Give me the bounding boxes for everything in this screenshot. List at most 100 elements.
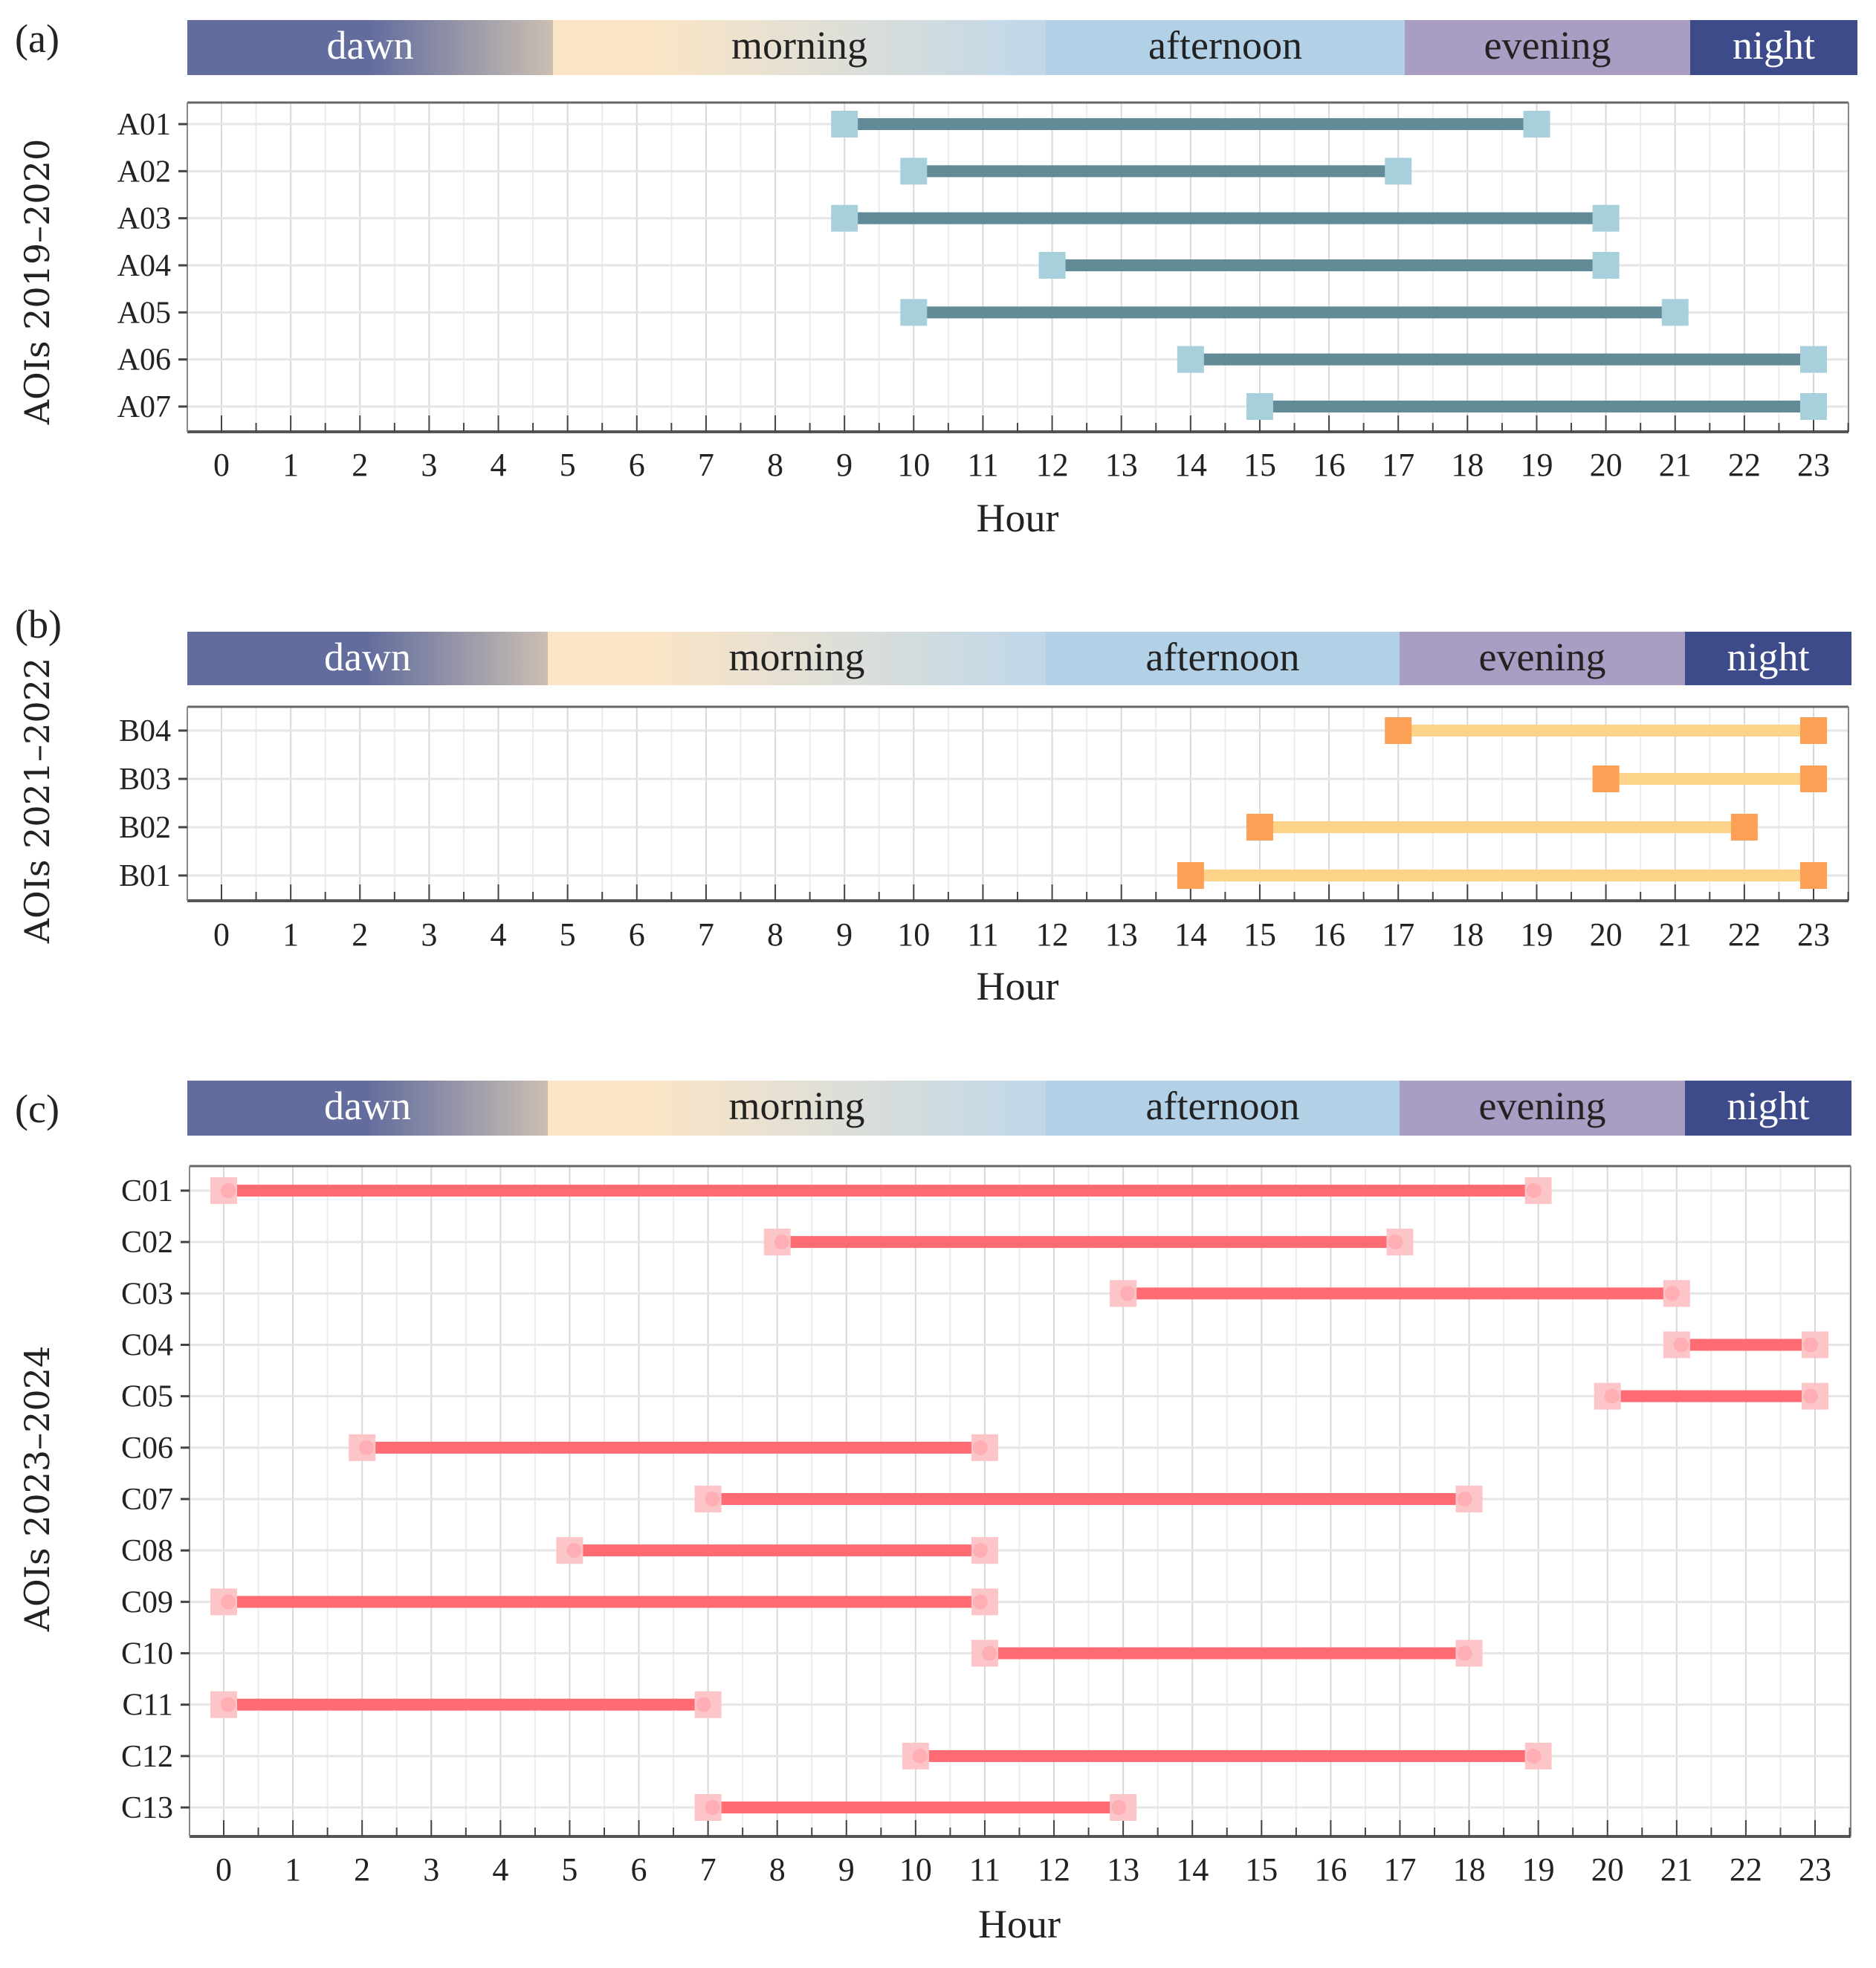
range-start-marker bbox=[900, 158, 928, 185]
row-A06: A06 bbox=[117, 343, 1827, 378]
x-tick-label: 18 bbox=[1453, 1851, 1486, 1888]
period-night bbox=[1690, 20, 1857, 75]
x-axis-title: Hour bbox=[978, 1902, 1061, 1946]
y-tick-label: A07 bbox=[117, 390, 171, 424]
range-start-marker bbox=[1246, 814, 1273, 841]
period-label-evening: evening bbox=[1484, 23, 1611, 68]
y-tick-label: C09 bbox=[121, 1585, 173, 1619]
y-tick-label: A03 bbox=[117, 202, 171, 236]
y-axis-title: AOIs 2023–2024 bbox=[17, 1346, 57, 1632]
y-tick-label: C03 bbox=[121, 1277, 173, 1311]
period-night bbox=[1685, 632, 1851, 685]
period-band: dawn morning afternoon evening night bbox=[187, 632, 1851, 685]
x-tick-label: 22 bbox=[1730, 1851, 1762, 1888]
x-tick-label: 17 bbox=[1382, 447, 1414, 483]
range-marker-dot bbox=[1526, 1183, 1542, 1198]
x-tick-label: 17 bbox=[1382, 916, 1414, 953]
range-end-marker bbox=[1800, 346, 1827, 373]
x-tick-label: 3 bbox=[423, 1851, 439, 1888]
x-tick-label: 13 bbox=[1105, 447, 1138, 483]
range-marker-dot bbox=[972, 1594, 988, 1610]
x-tick-label: 7 bbox=[700, 1851, 717, 1888]
row-B02: B02 bbox=[119, 811, 1758, 845]
row-A05: A05 bbox=[117, 296, 1689, 330]
row-C05: C05 bbox=[121, 1380, 1828, 1414]
x-tick-label: 0 bbox=[216, 1851, 232, 1888]
y-tick-label: C10 bbox=[121, 1637, 173, 1671]
range-start-marker bbox=[831, 204, 858, 232]
x-tick-label: 22 bbox=[1728, 916, 1761, 953]
range-marker-dot bbox=[221, 1594, 236, 1610]
x-tick-label: 1 bbox=[282, 447, 299, 483]
x-tick-label: 23 bbox=[1797, 447, 1830, 483]
x-tick-label: 5 bbox=[560, 916, 576, 953]
range-end-marker bbox=[1730, 814, 1758, 841]
x-tick-label: 16 bbox=[1313, 447, 1345, 483]
x-tick-label: 2 bbox=[354, 1851, 370, 1888]
y-tick-label: A02 bbox=[117, 155, 171, 189]
x-axis-title: Hour bbox=[977, 964, 1059, 1009]
x-tick-label: 4 bbox=[491, 447, 507, 483]
x-tick-label: 23 bbox=[1797, 916, 1830, 953]
x-tick-label: 23 bbox=[1799, 1851, 1831, 1888]
y-tick-label: B04 bbox=[119, 714, 171, 748]
grid bbox=[187, 103, 1849, 432]
range-end-marker bbox=[1800, 765, 1827, 792]
period-label-night: night bbox=[1733, 23, 1815, 68]
row-C08: C08 bbox=[121, 1534, 998, 1568]
period-dawn bbox=[187, 632, 548, 685]
x-tick-label: 20 bbox=[1591, 1851, 1624, 1888]
row-C13: C13 bbox=[121, 1791, 1137, 1825]
period-label-evening: evening bbox=[1479, 1084, 1606, 1128]
period-label-afternoon: afternoon bbox=[1146, 1084, 1300, 1128]
y-tick-label: C07 bbox=[121, 1483, 173, 1517]
x-axis-title: Hour bbox=[977, 496, 1059, 540]
period-band: dawn morning afternoon evening night bbox=[187, 20, 1857, 75]
range-marker-dot bbox=[1604, 1388, 1620, 1404]
row-A02: A02 bbox=[117, 155, 1412, 189]
row-C11: C11 bbox=[123, 1689, 722, 1723]
y-tick-label: B01 bbox=[119, 859, 171, 893]
range-start-marker bbox=[1177, 862, 1204, 889]
range-marker-dot bbox=[705, 1800, 720, 1815]
range-marker-dot bbox=[1803, 1388, 1818, 1404]
x-tick-label: 3 bbox=[421, 916, 437, 953]
y-tick-label: C02 bbox=[121, 1226, 173, 1260]
period-label-dawn: dawn bbox=[327, 23, 414, 68]
y-tick-label: A01 bbox=[117, 108, 171, 142]
period-label-evening: evening bbox=[1479, 635, 1606, 679]
x-tick-label: 12 bbox=[1036, 916, 1069, 953]
period-label-morning: morning bbox=[731, 23, 867, 68]
y-tick-label: C05 bbox=[121, 1380, 173, 1414]
range-end-marker bbox=[1592, 204, 1620, 232]
x-tick-label: 1 bbox=[285, 1851, 301, 1888]
x-tick-label: 21 bbox=[1659, 916, 1692, 953]
x-tick-label: 14 bbox=[1174, 916, 1207, 953]
y-axis-title: AOIs 2019–2020 bbox=[17, 139, 57, 425]
x-tick-label: 5 bbox=[561, 1851, 578, 1888]
range-marker-dot bbox=[1664, 1286, 1680, 1301]
x-tick-label: 12 bbox=[1036, 447, 1069, 483]
x-tick-label: 14 bbox=[1174, 447, 1207, 483]
x-tick-label: 8 bbox=[767, 447, 783, 483]
range-start-marker bbox=[900, 299, 928, 326]
row-C03: C03 bbox=[121, 1277, 1690, 1311]
range-marker-dot bbox=[972, 1440, 988, 1455]
x-tick-label: 19 bbox=[1520, 916, 1553, 953]
x-axis: 0 1 2 3 4 5 6 7 8 9 10 11 12 13 14 15 16 17 18 19 20 21 22 23 bbox=[216, 1820, 1851, 1888]
x-tick-label: 12 bbox=[1038, 1851, 1070, 1888]
x-tick-label: 3 bbox=[421, 447, 437, 483]
x-tick-label: 9 bbox=[838, 1851, 855, 1888]
range-end-marker bbox=[1661, 299, 1689, 326]
panel-label: (c) bbox=[15, 1087, 59, 1131]
row-C10: C10 bbox=[121, 1637, 1483, 1671]
range-marker-dot bbox=[1526, 1748, 1542, 1764]
x-tick-label: 6 bbox=[631, 1851, 647, 1888]
row-C07: C07 bbox=[121, 1483, 1483, 1517]
range-marker-dot bbox=[1388, 1234, 1403, 1250]
y-axis-title: AOIs 2021–2022 bbox=[17, 658, 57, 944]
x-tick-label: 16 bbox=[1314, 1851, 1347, 1888]
